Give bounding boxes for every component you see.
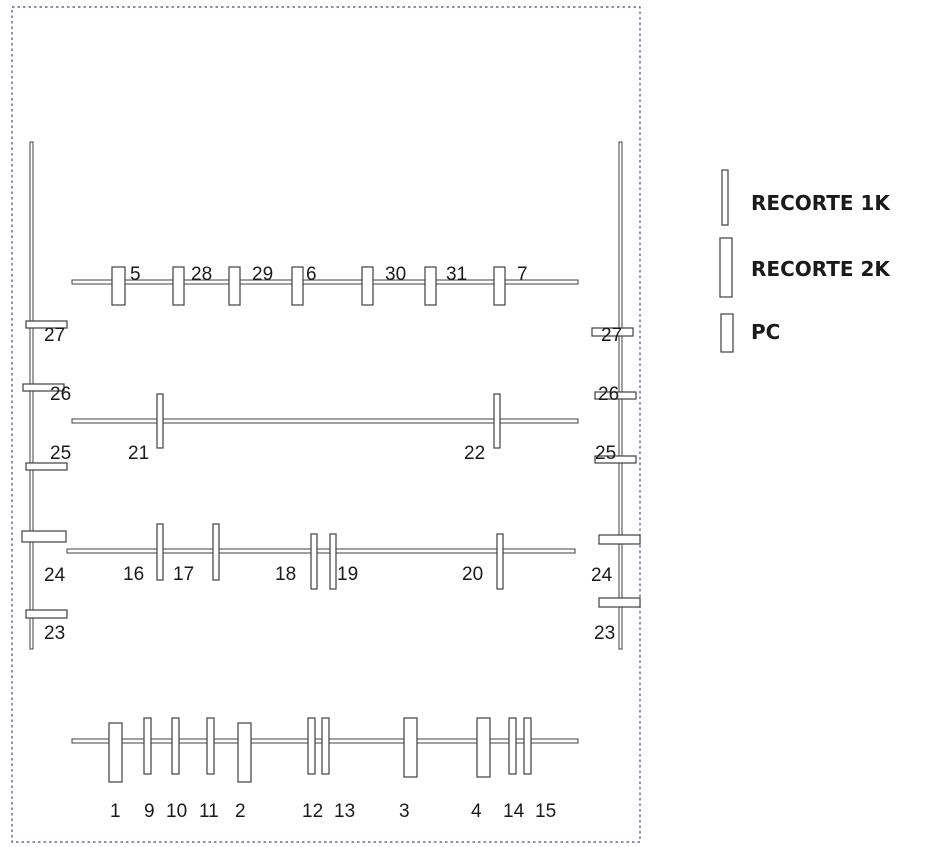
pc-marker bbox=[594, 391, 637, 400]
marker-label: 31 bbox=[446, 264, 467, 285]
pc-marker bbox=[25, 320, 68, 329]
recorte-2k-marker bbox=[307, 717, 316, 775]
recorte-2k-swatch-icon bbox=[719, 237, 733, 298]
pc-marker bbox=[493, 266, 506, 306]
marker-label: 19 bbox=[337, 564, 358, 585]
recorte-2k-marker bbox=[156, 523, 164, 581]
marker-label: 12 bbox=[302, 801, 323, 822]
marker-label: 10 bbox=[166, 801, 187, 822]
recorte-2k-marker bbox=[212, 523, 220, 581]
recorte-1k-swatch-icon bbox=[721, 169, 729, 226]
pc-marker bbox=[594, 455, 637, 464]
recorte-2k-marker bbox=[493, 393, 501, 449]
marker-label: 23 bbox=[44, 623, 65, 644]
pc-marker bbox=[403, 717, 418, 778]
marker-label: 26 bbox=[598, 384, 619, 405]
marker-label: 21 bbox=[128, 443, 149, 464]
marker-label: 15 bbox=[535, 801, 556, 822]
recorte-2k-marker bbox=[206, 717, 215, 775]
marker-label: 11 bbox=[199, 801, 219, 822]
marker-label: 7 bbox=[517, 264, 528, 285]
marker-label: 2 bbox=[235, 801, 246, 822]
marker-label: 4 bbox=[471, 801, 482, 822]
pc-marker bbox=[237, 722, 252, 783]
marker-label: 25 bbox=[595, 443, 616, 464]
pc-marker bbox=[22, 383, 65, 392]
recorte-2k-marker bbox=[321, 717, 330, 775]
legend-label-recorte-1k: RECORTE 1K bbox=[751, 191, 891, 215]
marker-label: 14 bbox=[503, 801, 525, 822]
pc-marker bbox=[598, 534, 641, 545]
lower-rail bbox=[66, 548, 576, 554]
marker-label: 24 bbox=[591, 565, 613, 586]
marker-label: 24 bbox=[44, 565, 66, 586]
marker-label: 9 bbox=[144, 801, 155, 822]
pc-marker bbox=[476, 717, 491, 778]
marker-label: 17 bbox=[173, 564, 194, 585]
marker-label: 18 bbox=[275, 564, 296, 585]
pc-marker bbox=[25, 609, 68, 619]
legend: RECORTE 1K RECORTE 2K PC bbox=[719, 169, 891, 353]
marker-label: 20 bbox=[462, 564, 483, 585]
marker-label: 27 bbox=[601, 325, 622, 346]
recorte-2k-marker bbox=[171, 717, 180, 775]
pc-swatch-icon bbox=[720, 313, 734, 353]
plan-boundary bbox=[11, 6, 641, 843]
pc-marker bbox=[591, 327, 634, 337]
marker-label: 3 bbox=[399, 801, 410, 822]
pc-marker bbox=[21, 530, 67, 543]
marker-label: 28 bbox=[191, 264, 212, 285]
recorte-2k-marker bbox=[156, 393, 164, 449]
marker-label: 23 bbox=[594, 623, 615, 644]
recorte-2k-marker bbox=[496, 533, 504, 590]
marker-label: 6 bbox=[306, 264, 317, 285]
recorte-2k-marker bbox=[143, 717, 152, 775]
pc-marker bbox=[291, 266, 304, 306]
top-rail bbox=[71, 279, 579, 285]
legend-label-recorte-2k: RECORTE 2K bbox=[751, 257, 891, 281]
pc-marker bbox=[228, 266, 241, 306]
marker-label: 29 bbox=[252, 264, 273, 285]
legend-label-pc: PC bbox=[751, 320, 780, 344]
pc-marker bbox=[598, 597, 641, 608]
marker-label: 13 bbox=[334, 801, 355, 822]
pc-marker bbox=[108, 722, 123, 783]
marker-label: 22 bbox=[464, 443, 485, 464]
marker-label: 26 bbox=[50, 384, 71, 405]
recorte-2k-marker bbox=[508, 717, 517, 775]
middle-rail bbox=[71, 418, 579, 424]
pc-marker bbox=[172, 266, 185, 306]
marker-label: 27 bbox=[44, 325, 65, 346]
pc-marker bbox=[25, 462, 68, 471]
recorte-2k-marker bbox=[310, 533, 318, 590]
marker-label: 30 bbox=[385, 264, 406, 285]
marker-label: 16 bbox=[123, 564, 144, 585]
marker-label: 25 bbox=[50, 443, 71, 464]
recorte-2k-marker bbox=[329, 533, 337, 590]
pc-marker bbox=[111, 266, 126, 306]
marker-label: 5 bbox=[130, 264, 141, 285]
left-post bbox=[29, 141, 34, 650]
pc-marker bbox=[424, 266, 437, 306]
recorte-2k-marker bbox=[523, 717, 532, 775]
pc-marker bbox=[361, 266, 374, 306]
marker-label: 1 bbox=[110, 801, 121, 822]
